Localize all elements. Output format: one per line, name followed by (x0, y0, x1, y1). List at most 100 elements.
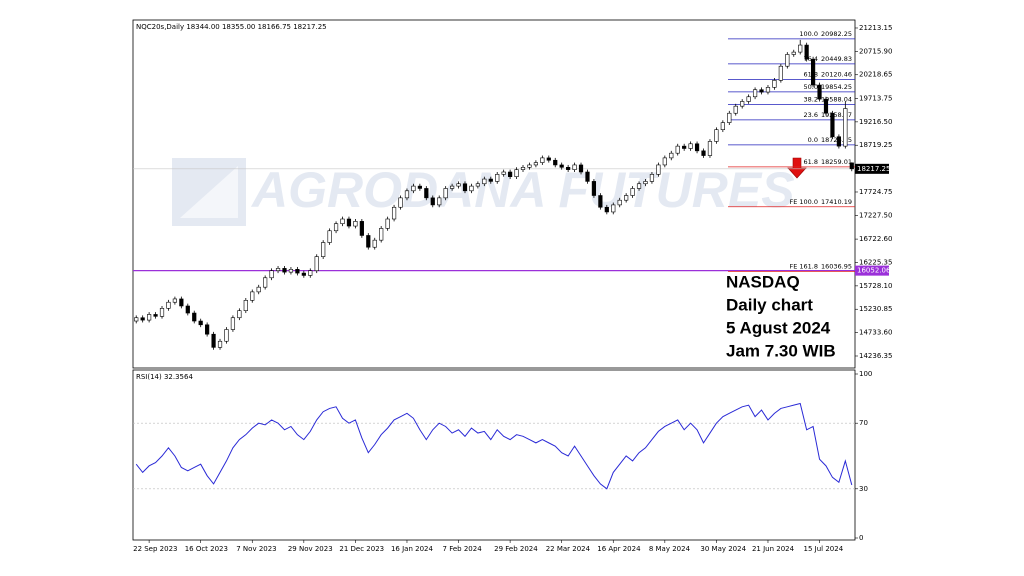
candle-body (727, 112, 732, 123)
watermark: AGRODANA FUTURES (250, 162, 795, 218)
hline-label: 16052.06 (857, 267, 891, 275)
fib-price: 19588.04 (821, 95, 852, 103)
x-tick-label: 7 Nov 2023 (236, 545, 276, 553)
fib-label: 61.8 (804, 70, 818, 78)
candle-body (437, 197, 442, 206)
fib-label: 61.8 (804, 158, 818, 166)
candle-body (798, 44, 803, 53)
rsi-title: RSI(14) 32.3564 (136, 373, 193, 381)
candle-body (385, 218, 390, 229)
candle-body (333, 223, 339, 232)
fib-price: 20120.46 (821, 70, 852, 78)
fib-label: 50.0 (804, 83, 818, 91)
y-tick-label: 20715.90 (859, 47, 892, 55)
watermark-logo-mark (180, 166, 238, 218)
candle-body (250, 291, 255, 301)
candle-body (501, 171, 506, 175)
candle-body (495, 174, 500, 182)
candle-body (327, 230, 332, 243)
candle-body (243, 300, 248, 311)
candle-body (817, 84, 822, 100)
candle-body (572, 164, 577, 170)
fib-label: 100.0 (799, 30, 818, 38)
candle-body (456, 183, 461, 187)
candle-body (179, 298, 184, 307)
candle-body (720, 122, 725, 130)
candle-body (340, 218, 345, 225)
fib-price: 18259.01 (821, 158, 852, 166)
candle-body (147, 314, 152, 321)
candle-body (636, 183, 642, 189)
x-tick-label: 15 Jul 2024 (804, 545, 844, 553)
candle-body (823, 98, 829, 114)
candle-body (733, 105, 738, 114)
fib-price: 16036.95 (821, 262, 852, 270)
y-tick-label: 0 (859, 534, 863, 542)
x-tick-label: 22 Sep 2023 (133, 545, 177, 553)
fib-price: 19854.25 (821, 83, 852, 91)
candle-body (682, 145, 687, 149)
fib-label: FE 161.8 (789, 262, 818, 270)
candle-body (379, 228, 384, 241)
candle-body (172, 298, 178, 303)
candle-body (707, 141, 713, 156)
candle-body (192, 312, 197, 322)
y-tick-label: 18719.25 (859, 141, 892, 149)
candle-body (462, 183, 468, 192)
annotation: Daily chart (726, 295, 813, 314)
candle-body (520, 166, 526, 170)
fib-label: 76.4 (804, 55, 818, 63)
candle-body (533, 162, 539, 166)
candle-body (288, 269, 294, 273)
candle-body (482, 178, 487, 185)
fib-price: 18726.25 (821, 136, 852, 144)
candle-body (566, 166, 571, 170)
x-tick-label: 30 May 2024 (700, 545, 746, 553)
candle-body (617, 199, 622, 206)
x-tick-label: 22 Mar 2024 (546, 545, 591, 553)
candle-body (791, 51, 796, 55)
candle-body (624, 195, 629, 201)
fib-price: 19258.67 (821, 111, 852, 119)
candle-body (282, 268, 287, 273)
y-tick-label: 17227.50 (859, 211, 892, 219)
candle-body (256, 286, 261, 293)
candle-body (772, 80, 777, 88)
candle-body (559, 164, 564, 168)
candle-body (675, 145, 680, 154)
candle-body (785, 54, 790, 67)
candle-body (546, 157, 551, 161)
candle-body (314, 256, 319, 272)
down-arrow (787, 157, 807, 179)
y-tick-label: 16225.35 (859, 258, 892, 266)
y-tick-label: 14733.60 (859, 329, 892, 337)
annotation: 5 Agust 2024 (726, 318, 831, 337)
chart-header: NQC20s,Daily 18344.00 18355.00 18166.75 … (136, 23, 327, 31)
candle-body (611, 204, 616, 213)
candle-body (153, 314, 158, 317)
candle-body (359, 221, 364, 236)
candle-body (211, 333, 216, 348)
candle-body (843, 108, 848, 147)
candle-body (475, 183, 480, 187)
rsi-line (135, 402, 853, 490)
rsi-panel (132, 369, 856, 541)
candle-body (198, 320, 203, 326)
candle-body (217, 340, 223, 348)
candle-body (714, 129, 719, 142)
y-tick-label: 15230.85 (859, 305, 892, 313)
candle-body (166, 301, 171, 309)
candle-body (134, 317, 139, 322)
candle-body (159, 308, 165, 317)
y-tick-label: 100 (859, 370, 872, 378)
y-tick-label: 15728.10 (859, 282, 892, 290)
y-tick-label: 17724.75 (859, 188, 892, 196)
fib-label: FE 100.0 (789, 198, 818, 206)
x-tick-label: 29 Feb 2024 (494, 545, 538, 553)
y-tick-label: 20218.65 (859, 71, 892, 79)
fib-label: 0.0 (808, 136, 818, 144)
candle-body (443, 188, 448, 199)
candle-body (740, 101, 745, 107)
candle-body (759, 89, 764, 93)
candle-body (591, 181, 597, 196)
